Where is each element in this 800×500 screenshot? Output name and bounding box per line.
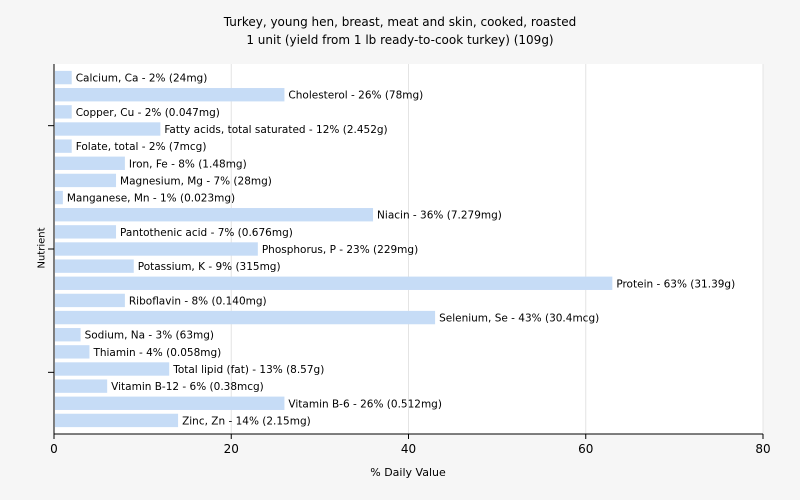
bar	[55, 259, 134, 273]
bar	[55, 190, 63, 205]
x-tick-label: 80	[755, 442, 770, 456]
bar	[55, 88, 285, 102]
bar-label: Iron, Fe - 8% (1.48mg)	[129, 158, 247, 170]
bar	[55, 276, 613, 290]
x-tick-label: 0	[50, 442, 58, 456]
bar-label: Cholesterol - 26% (78mg)	[288, 90, 423, 102]
bar	[55, 208, 374, 222]
x-tick-label: 20	[224, 442, 239, 456]
bar	[55, 310, 436, 325]
bar-label: Total lipid (fat) - 13% (8.57g)	[172, 364, 324, 376]
bar-label: Fatty acids, total saturated - 12% (2.45…	[164, 124, 387, 136]
bar	[55, 70, 72, 85]
bar-label: Phosphorus, P - 23% (229mg)	[262, 244, 418, 256]
bar-label: Folate, total - 2% (7mcg)	[76, 141, 207, 153]
bar-label: Magnesium, Mg - 7% (28mg)	[120, 175, 272, 187]
bar	[55, 173, 117, 188]
chart-title: Turkey, young hen, breast, meat and skin…	[223, 15, 577, 29]
bar-label: Vitamin B-6 - 26% (0.512mg)	[288, 398, 442, 410]
bar-label: Potassium, K - 9% (315mg)	[138, 261, 281, 273]
bar-label: Protein - 63% (31.39g)	[616, 278, 735, 290]
bar-label: Thiamin - 4% (0.058mg)	[92, 347, 221, 359]
bar	[55, 122, 161, 136]
bar	[55, 105, 72, 119]
bar-label: Zinc, Zn - 14% (2.15mg)	[182, 415, 311, 427]
chart-subtitle: 1 unit (yield from 1 lb ready-to-cook tu…	[246, 33, 554, 47]
bar-label: Sodium, Na - 3% (63mg)	[85, 330, 214, 342]
bar-label: Pantothenic acid - 7% (0.676mg)	[120, 227, 293, 239]
y-ticks	[48, 125, 54, 373]
bar	[55, 139, 72, 153]
bar-label: Copper, Cu - 2% (0.047mg)	[76, 107, 220, 119]
bar	[55, 379, 108, 393]
bar	[55, 242, 258, 256]
bar	[55, 362, 170, 376]
bar	[55, 345, 90, 359]
bar-label: Selenium, Se - 43% (30.4mcg)	[439, 313, 599, 325]
x-ticks: 0 20 40 60 80	[50, 434, 771, 456]
x-tick-label: 40	[401, 442, 416, 456]
bar	[55, 396, 285, 410]
bar	[55, 293, 125, 308]
x-tick-label: 60	[578, 442, 593, 456]
x-axis-label: % Daily Value	[370, 466, 446, 479]
bars: Calcium, Ca - 2% (24mg) Cholesterol - 26%…	[55, 70, 735, 428]
bar	[55, 413, 179, 428]
bar-label: Calcium, Ca - 2% (24mg)	[76, 73, 208, 85]
bar	[55, 225, 117, 239]
bar-label: Vitamin B-12 - 6% (0.38mcg)	[111, 381, 264, 393]
bar	[55, 328, 81, 342]
bar-label: Riboflavin - 8% (0.140mg)	[129, 295, 267, 307]
bar-label: Manganese, Mn - 1% (0.023mg)	[67, 193, 235, 205]
bar-label: Niacin - 36% (7.279mg)	[377, 210, 502, 222]
bar	[55, 156, 125, 170]
